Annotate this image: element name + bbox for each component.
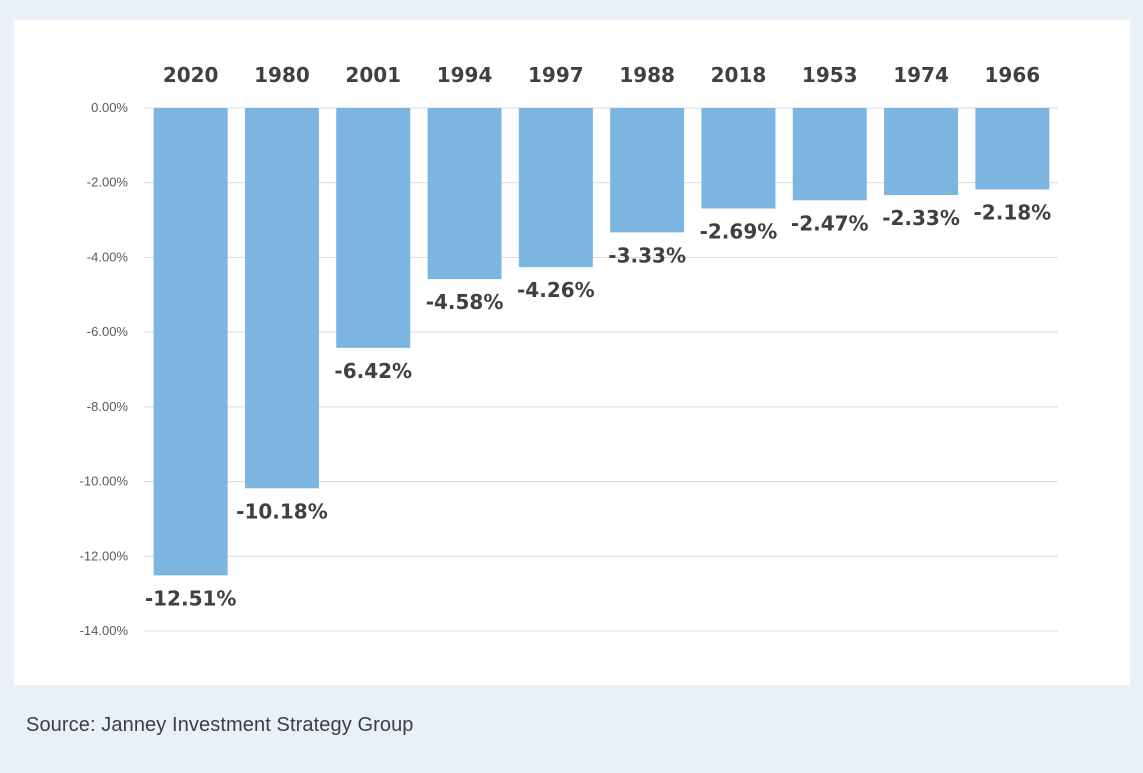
- y-tick-label: -12.00%: [80, 548, 129, 563]
- data-label: -2.18%: [974, 200, 1052, 224]
- bar-1997: [518, 108, 593, 268]
- data-label: -4.26%: [517, 278, 595, 302]
- category-labels: 2020 1980 2001 1994 1997 1988 2018 1953 1974 1966: [163, 63, 1040, 87]
- category-label: 1980: [254, 63, 310, 87]
- bar-2001: [336, 108, 411, 348]
- data-label: -6.42%: [334, 359, 412, 383]
- bar-chart: 0.00% -2.00% -4.00% -6.00% -8.00% -10.00% -12.…: [80, 63, 1058, 638]
- category-label: 1974: [893, 63, 949, 87]
- category-label: 2020: [163, 63, 219, 87]
- data-label: -10.18%: [236, 499, 328, 523]
- source-note: Source: Janney Investment Strategy Group: [26, 714, 414, 736]
- bar-1988: [610, 108, 685, 233]
- category-label: 1994: [437, 63, 493, 87]
- y-tick-label: -10.00%: [80, 474, 129, 489]
- data-label: -3.33%: [608, 243, 686, 267]
- category-label: 1953: [802, 63, 858, 87]
- data-label: -2.69%: [700, 219, 778, 243]
- y-tick-label: -14.00%: [80, 623, 129, 638]
- y-tick-label: -8.00%: [87, 399, 129, 414]
- bar-1966: [975, 108, 1050, 190]
- bar-2020: [153, 108, 228, 576]
- bar-1980: [244, 108, 319, 489]
- chart-panel: 0.00% -2.00% -4.00% -6.00% -8.00% -10.00% -12.…: [14, 20, 1130, 685]
- bar-1974: [884, 108, 959, 196]
- data-label: -2.47%: [791, 211, 869, 235]
- category-label: 2018: [711, 63, 767, 87]
- category-label: 1966: [985, 63, 1041, 87]
- y-tick-label: 0.00%: [91, 100, 128, 115]
- y-tick-label: -4.00%: [87, 249, 129, 264]
- bars: [153, 108, 1050, 576]
- bar-1953: [792, 108, 867, 201]
- category-label: 1988: [619, 63, 675, 87]
- y-tick-label: -6.00%: [87, 324, 129, 339]
- category-label: 2001: [345, 63, 401, 87]
- value-labels: -12.51% -10.18% -6.42% -4.58% -4.26% -3.33% -2…: [145, 200, 1051, 610]
- y-axis-ticks: 0.00% -2.00% -4.00% -6.00% -8.00% -10.00% -12.…: [80, 100, 129, 638]
- data-label: -12.51%: [145, 586, 237, 610]
- category-label: 1997: [528, 63, 584, 87]
- data-label: -4.58%: [426, 290, 504, 314]
- bar-1994: [427, 108, 502, 280]
- data-label: -2.33%: [882, 206, 960, 230]
- y-tick-label: -2.00%: [87, 175, 129, 190]
- bar-2018: [701, 108, 776, 209]
